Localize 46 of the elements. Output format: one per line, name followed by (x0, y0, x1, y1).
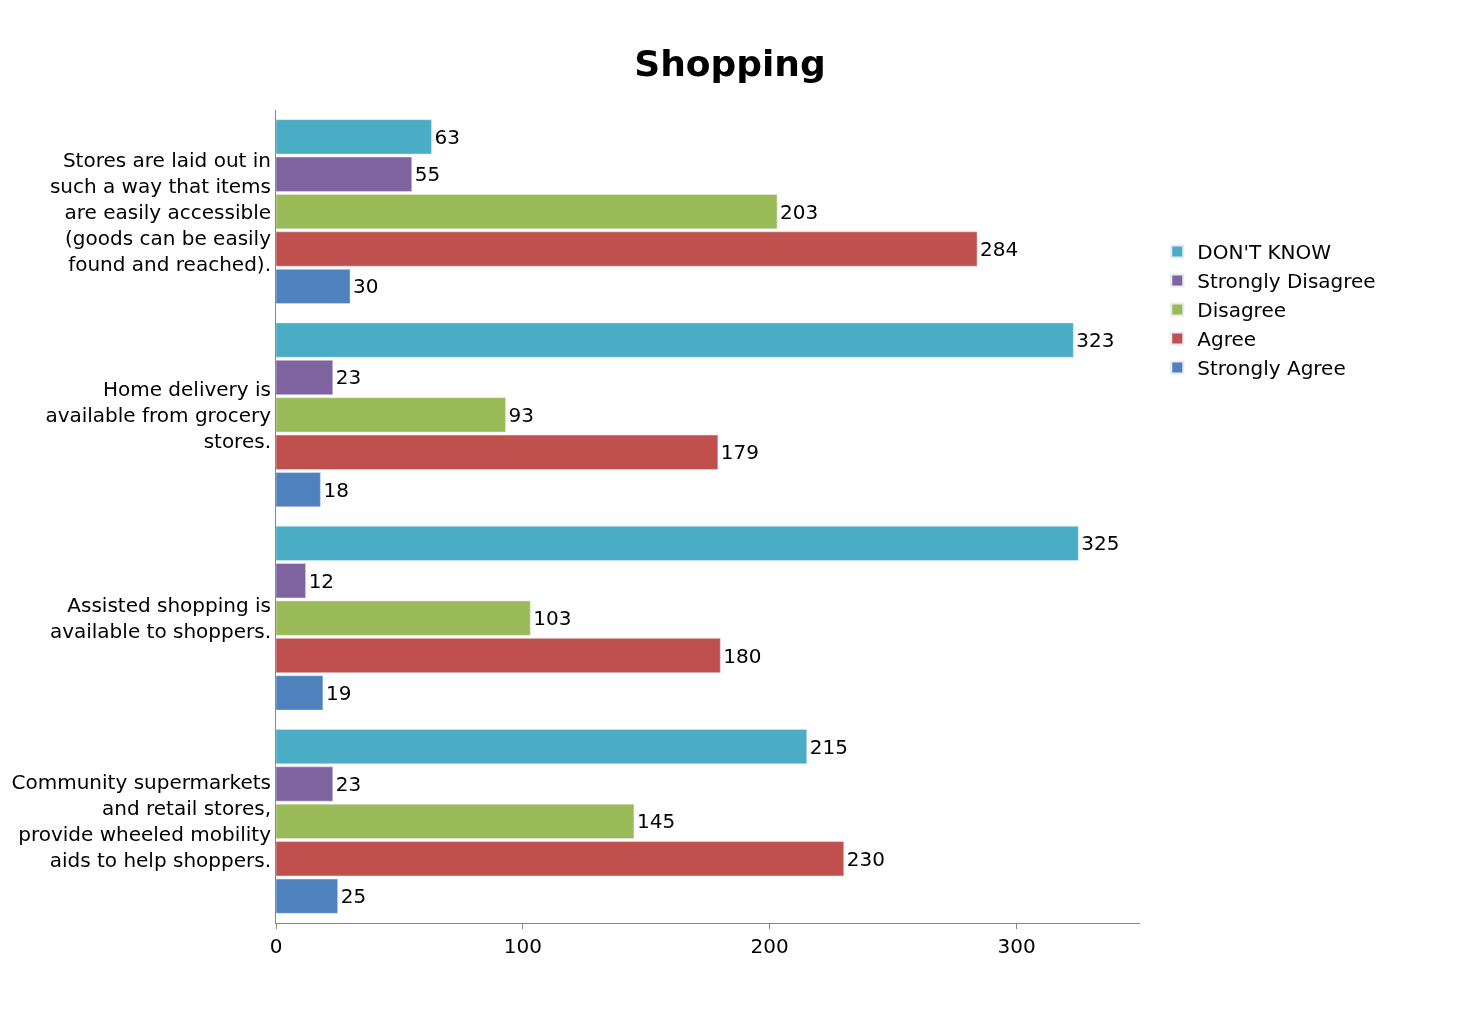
data-label: 30 (353, 274, 379, 299)
data-label: 180 (723, 643, 762, 668)
data-label: 12 (308, 568, 335, 593)
bar (276, 360, 334, 395)
bar (276, 803, 635, 839)
x-tick-label: 0 (269, 934, 283, 958)
x-tick-label: 100 (503, 934, 542, 958)
data-label: 230 (846, 846, 885, 871)
data-label: 18 (323, 477, 349, 502)
bar (276, 194, 778, 230)
data-label: 23 (335, 771, 362, 796)
legend-label: Strongly Agree (1197, 356, 1346, 381)
bar (276, 638, 721, 673)
y-tick-label: Home delivery is available from grocery stores. (45, 376, 272, 453)
data-label: 284 (980, 237, 1019, 262)
legend-label: DON'T KNOW (1197, 240, 1332, 265)
legend-label: Agree (1197, 327, 1257, 352)
legend-label: Disagree (1197, 298, 1287, 323)
data-label: 23 (335, 365, 362, 390)
y-tick-label: Community supermarkets and retail stores, provide wheeled mobility aids to help shoppers. (11, 770, 272, 873)
bar (276, 268, 351, 304)
data-label: 55 (414, 162, 441, 187)
data-label: 25 (340, 884, 367, 909)
bar (276, 729, 807, 765)
bar (276, 231, 978, 267)
data-label: 215 (809, 734, 848, 759)
data-label: 325 (1081, 531, 1120, 556)
y-tick-label: Stores are laid out in such a way that items are easily accessible (goods can be easily found and reached). (49, 147, 272, 276)
data-label: 203 (780, 199, 819, 224)
data-label: 63 (434, 124, 460, 149)
y-tick-label: Assisted shopping is available to shoppers. (49, 593, 271, 644)
data-label: 19 (325, 680, 352, 705)
data-label: 93 (508, 402, 535, 427)
data-label: 145 (636, 809, 676, 834)
data-label: 179 (720, 440, 760, 465)
x-tick-label: 200 (750, 934, 789, 958)
data-label: 323 (1076, 328, 1115, 353)
bar (276, 322, 1074, 358)
x-tick-label: 300 (997, 934, 1036, 958)
data-label: 103 (533, 606, 572, 631)
bar (276, 766, 334, 802)
bar (276, 472, 321, 508)
bar (276, 525, 1079, 561)
bar (276, 675, 324, 711)
chart-title: Shopping (634, 42, 826, 84)
legend-label: Strongly Disagree (1197, 269, 1376, 294)
